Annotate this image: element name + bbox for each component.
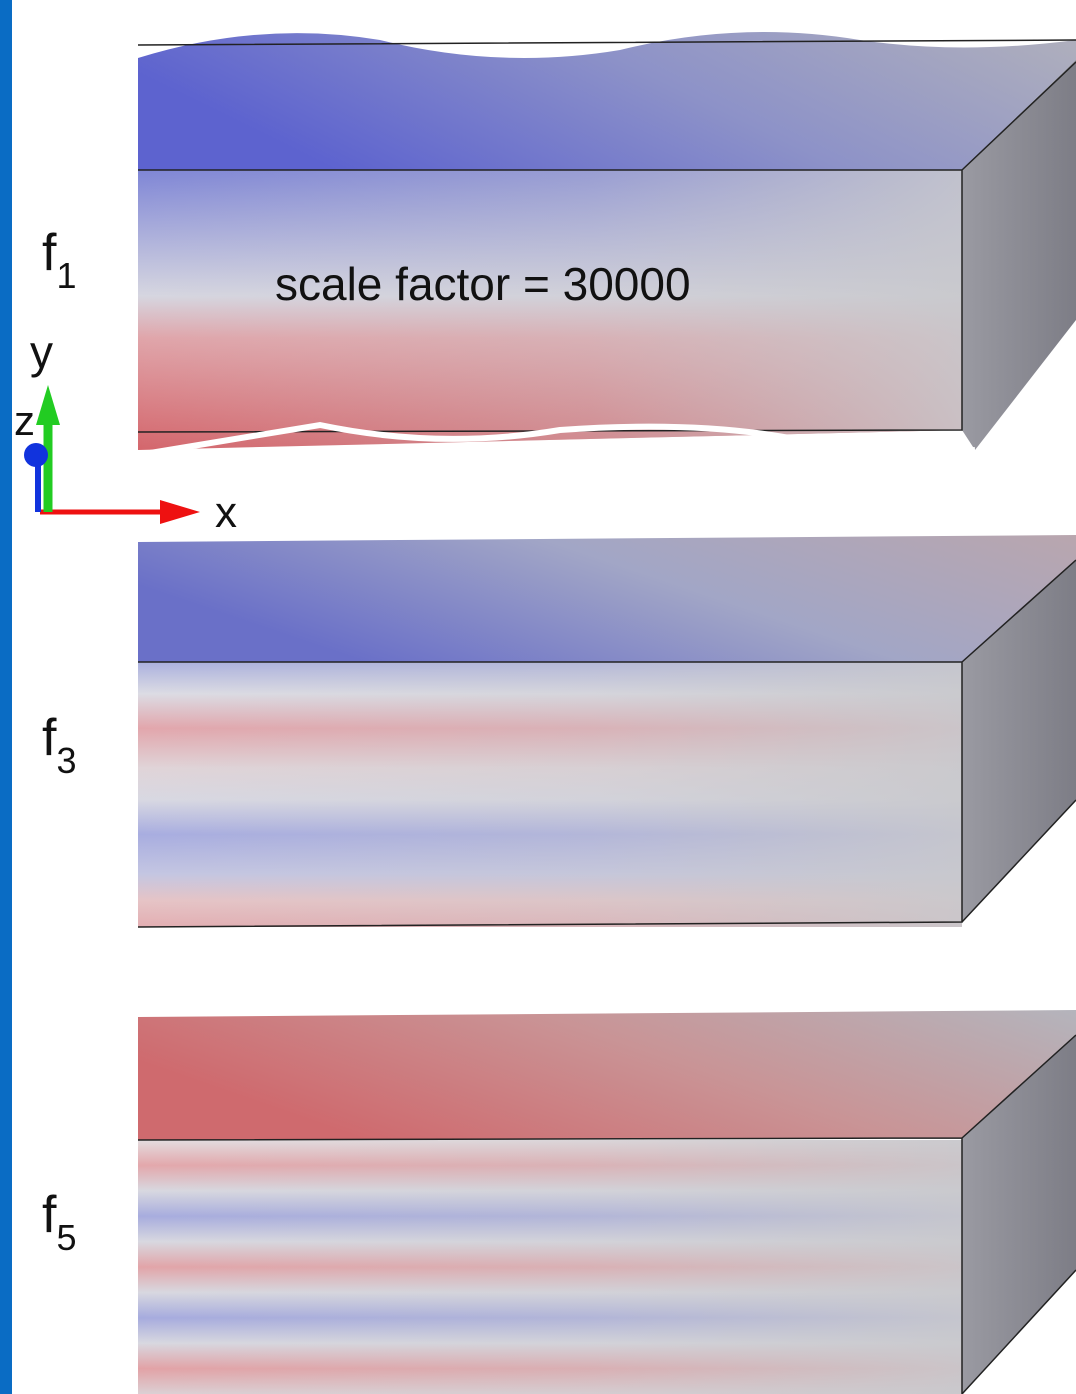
top-face <box>138 535 1076 662</box>
subscript: 3 <box>56 740 76 781</box>
front-fade <box>138 662 962 927</box>
panel-3: f5 <box>42 1010 1076 1394</box>
figure: scale factor = 30000 f1 x y z f3 f5 <box>0 0 1076 1394</box>
top-face <box>138 1010 1076 1140</box>
label: f <box>42 1186 57 1244</box>
label: f <box>42 709 57 767</box>
x-label: x <box>215 488 237 537</box>
y-arrowhead <box>36 385 60 425</box>
y-label: y <box>30 326 53 378</box>
panel-label: f1 <box>42 224 76 296</box>
x-arrowhead <box>160 500 200 524</box>
top-face <box>138 32 1076 170</box>
z-axis-dot <box>24 443 48 467</box>
panel-label: f3 <box>42 709 76 781</box>
subscript: 1 <box>56 255 76 296</box>
subscript: 5 <box>56 1217 76 1258</box>
left-border <box>0 0 12 1394</box>
panel-label: f5 <box>42 1186 76 1258</box>
annotation: scale factor = 30000 <box>275 258 691 310</box>
panel-2: f3 <box>42 535 1076 927</box>
label: f <box>42 224 57 282</box>
front-fade <box>138 1140 962 1394</box>
panel-1: scale factor = 30000 f1 <box>42 32 1076 455</box>
front-fade <box>138 170 962 450</box>
z-label: z <box>14 397 35 444</box>
